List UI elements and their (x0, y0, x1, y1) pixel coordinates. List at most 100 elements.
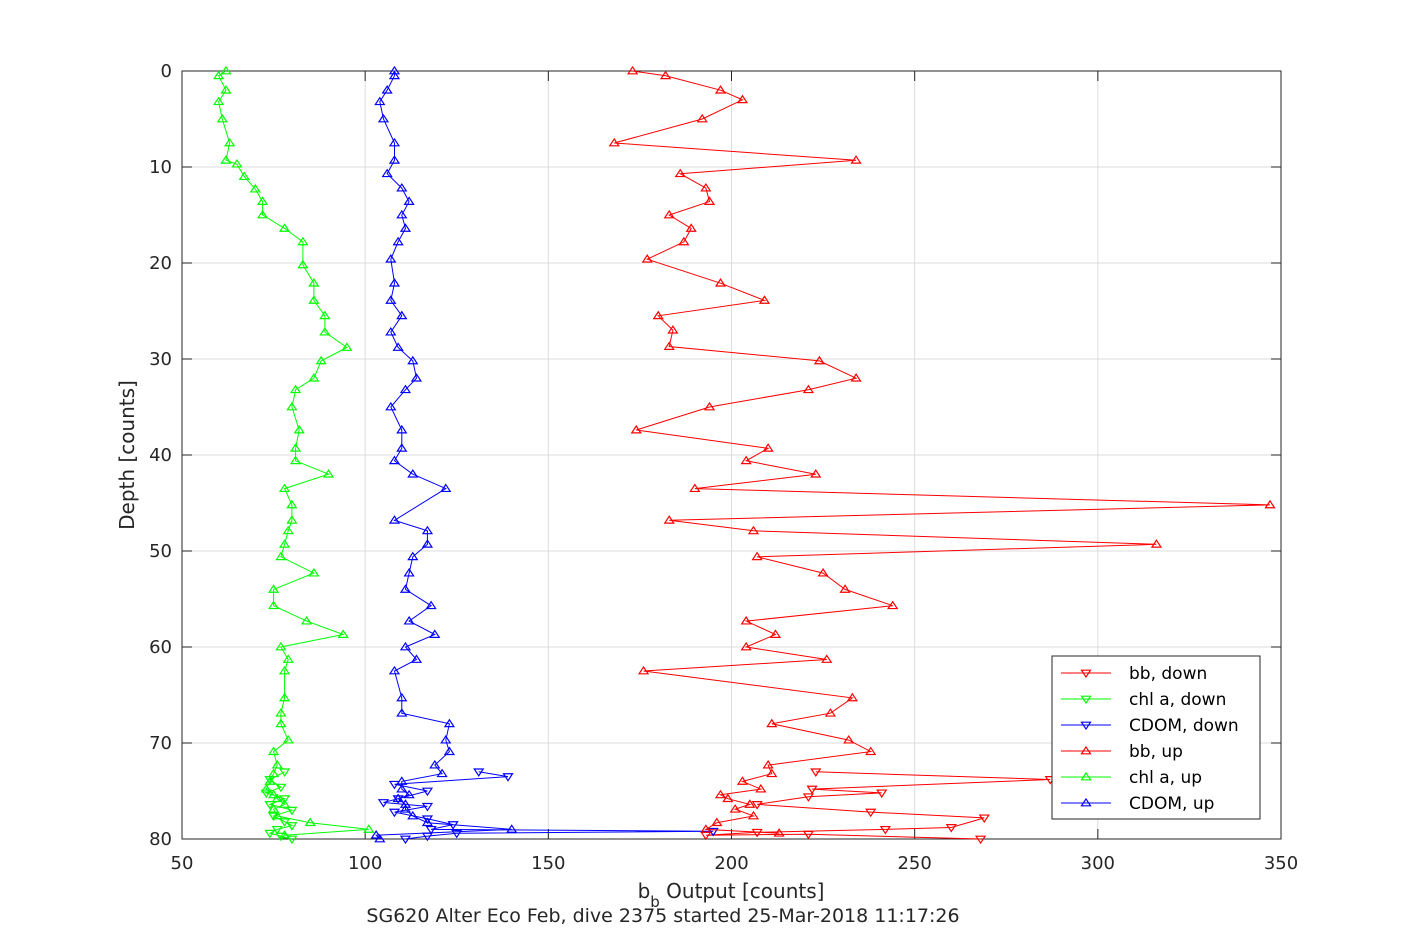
data-point-bb-up (850, 155, 862, 164)
data-point-bb-up (813, 355, 826, 365)
data-point-bb-up (626, 65, 639, 75)
data-point-cdom-up (392, 342, 404, 351)
data-point-chl-a-up (337, 629, 349, 638)
data-point-chl-a-down (275, 832, 287, 842)
data-point-cdom-up (399, 804, 412, 813)
data-point-chl-a-up (278, 830, 291, 839)
data-point-bb-up (663, 341, 675, 350)
data-point-chl-a-down (264, 801, 276, 810)
data-point-chl-a-up (256, 209, 269, 219)
data-point-bb-up (637, 665, 650, 675)
legend-label: CDOM, down (1129, 716, 1239, 736)
series-bb-down (700, 768, 1056, 845)
data-point-bb-up (714, 789, 727, 799)
data-point-cdom-up (385, 401, 397, 411)
data-point-cdom-up (388, 455, 401, 465)
data-point-bb-up (722, 793, 734, 803)
data-point-chl-a-up (256, 196, 269, 205)
data-point-bb-up (821, 654, 833, 663)
data-point-chl-a-up (363, 824, 375, 833)
legend-swatch-marker (1080, 721, 1092, 731)
data-point-cdom-up (421, 817, 434, 827)
data-point-cdom-up (429, 759, 441, 769)
data-point-bb-up (850, 373, 862, 382)
data-point-chl-a-up (282, 654, 294, 663)
data-point-bb-up (769, 629, 782, 638)
data-point-cdom-up (399, 223, 412, 232)
data-point-cdom-up (374, 96, 386, 106)
data-point-chl-a-down (267, 812, 280, 822)
data-point-bb-up (740, 641, 752, 651)
data-point-cdom-up (396, 182, 408, 192)
data-point-chl-a-up (304, 817, 316, 827)
data-point-cdom-down (388, 780, 401, 790)
data-point-cdom-up (399, 584, 412, 593)
data-point-chl-a-up (231, 158, 243, 168)
data-point-bb-up (843, 734, 855, 744)
legend-label: bb, down (1129, 664, 1207, 684)
data-point-cdom-down (502, 773, 514, 782)
data-point-chl-a-up (275, 708, 287, 717)
data-point-chl-a-up (267, 584, 280, 593)
series-cdom-down (377, 768, 719, 845)
series-cdom-up (370, 65, 518, 843)
data-point-cdom-up (421, 539, 434, 548)
data-point-cdom-down (421, 815, 434, 824)
data-point-cdom-up (381, 85, 393, 94)
data-point-chl-a-up (289, 384, 302, 394)
data-point-cdom-up (403, 567, 415, 577)
series-line-bb-up (614, 70, 1271, 834)
data-point-bb-up (846, 692, 858, 702)
data-point-cdom-up (407, 551, 419, 561)
data-point-bb-down (806, 785, 818, 795)
data-point-bb-up (766, 768, 778, 778)
data-point-cdom-down (399, 835, 412, 845)
legend-item-chl-a-down: chl a, down (1061, 690, 1226, 710)
data-point-chl-a-up (297, 259, 309, 269)
data-point-cdom-up (440, 734, 452, 744)
data-point-chl-a-up (308, 278, 320, 287)
data-point-chl-a-up (289, 455, 302, 465)
data-point-cdom-up (396, 424, 408, 434)
data-point-chl-a-down (286, 835, 298, 845)
legend-label: chl a, up (1129, 768, 1202, 788)
data-point-cdom-up (381, 168, 393, 178)
data-point-chl-a-up (315, 355, 327, 365)
data-point-chl-a-up (319, 310, 331, 320)
data-point-chl-a-up (264, 776, 276, 785)
series-chl-a-up (213, 65, 375, 839)
data-point-bb-up (667, 325, 679, 334)
data-point-cdom-up (377, 113, 390, 123)
data-point-bb-up (740, 615, 752, 625)
data-point-bb-up (762, 759, 774, 769)
legend-swatch-marker (1080, 771, 1092, 781)
legend-swatch-marker (1080, 797, 1092, 807)
data-point-cdom-up (399, 799, 412, 808)
x-tick-label: 350 (1264, 853, 1298, 874)
data-point-bb-up (744, 799, 756, 808)
data-point-bb-up (630, 424, 642, 434)
data-point-chl-a-up (278, 483, 291, 493)
data-point-bb-up (887, 600, 899, 610)
data-point-chl-a-up (213, 70, 225, 80)
data-point-bb-up (714, 85, 727, 94)
data-point-cdom-down (377, 799, 390, 808)
data-point-cdom-up (403, 196, 415, 205)
data-point-chl-a-up (308, 295, 320, 304)
y-tick-label: 10 (149, 157, 172, 178)
x-tick-label: 250 (897, 853, 931, 874)
data-point-bb-up (674, 168, 686, 178)
data-point-chl-a-up (286, 515, 298, 524)
data-point-cdom-up (443, 746, 456, 756)
data-point-cdom-up (388, 155, 401, 164)
data-point-chl-a-up (271, 793, 283, 803)
data-point-chl-a-up (224, 137, 236, 147)
data-point-bb-up (729, 804, 741, 813)
x-axis-label: bb Output [counts] (638, 879, 825, 911)
series-bb-up (608, 65, 1276, 837)
data-point-bb-up (703, 401, 716, 411)
legend-item-cdom-up: CDOM, up (1061, 794, 1214, 814)
data-point-chl-a-up (278, 692, 291, 702)
data-point-bb-up (1150, 539, 1163, 548)
data-point-bb-down (876, 789, 888, 799)
